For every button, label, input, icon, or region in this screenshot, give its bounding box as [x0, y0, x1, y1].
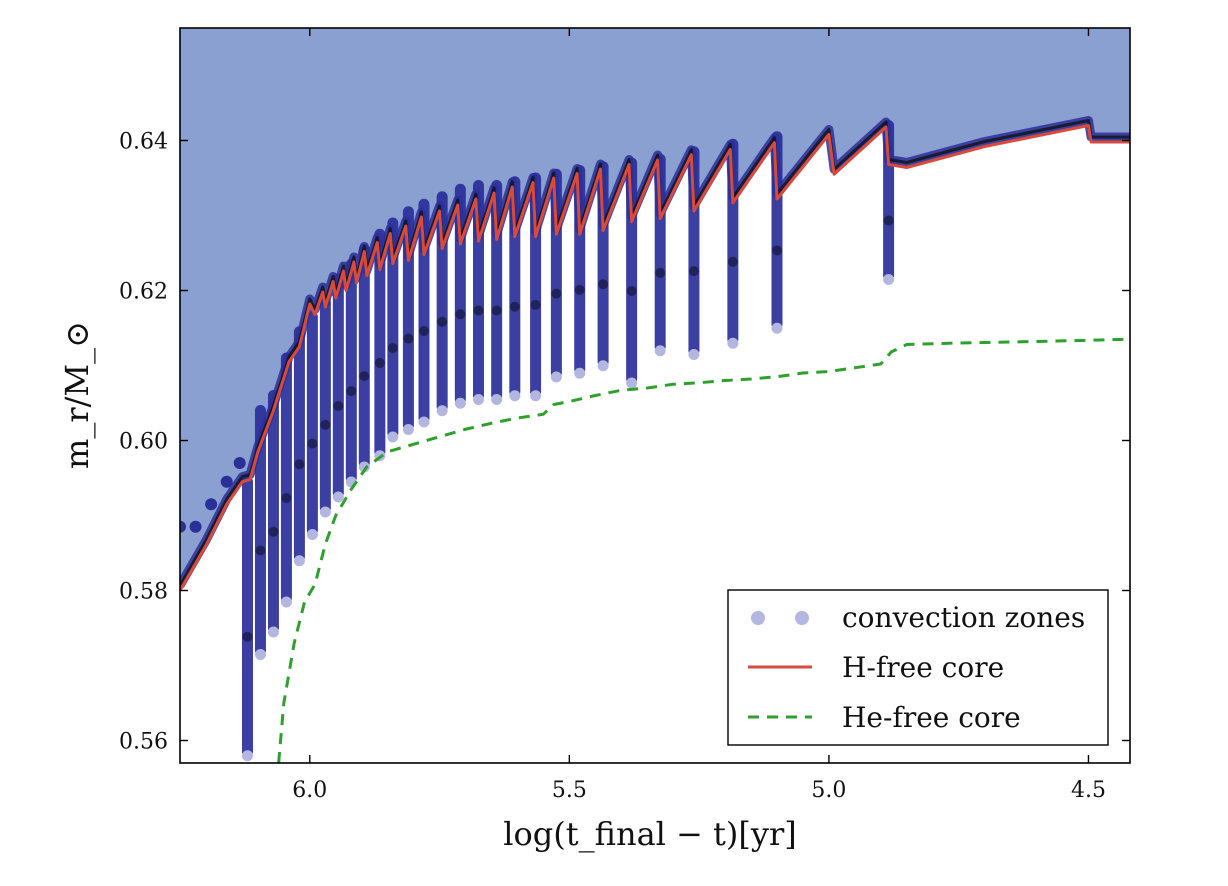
plot-frame [179, 27, 1131, 764]
convection-early-point-1 [189, 520, 202, 533]
envelope-area [180, 28, 1130, 591]
y-tick-label-3: 0.62 [119, 280, 168, 305]
convection-point-low-23 [626, 377, 638, 389]
convection-point-low-27 [771, 322, 783, 334]
convection-point-dark-20 [551, 288, 562, 299]
convection-point-dark-13 [418, 326, 429, 337]
convection-point-low-22 [597, 360, 609, 372]
convection-point-low-17 [491, 394, 503, 405]
convection-boundary-edge [180, 119, 1130, 587]
convection-point-low-21 [574, 367, 586, 379]
ticks-layer: 6.0 5.5 5.0 4.5 0.56 0.58 0.60 0.62 0.64 [119, 28, 1130, 803]
convection-point-dark-12 [403, 333, 414, 344]
convection-point-low-6 [319, 506, 331, 518]
convection-point-dark-4 [294, 459, 305, 470]
x-tick-label-0: 6.0 [292, 778, 327, 803]
convection-point-dark-7 [333, 401, 344, 412]
y-tick-label-1: 0.58 [119, 580, 168, 605]
convection-early-point-2 [205, 498, 218, 511]
convection-point-low-13 [418, 416, 430, 428]
legend-label-he-free: He-free core [842, 701, 1021, 734]
convection-point-dark-19 [530, 299, 541, 310]
legend-marker-convection-1 [751, 611, 765, 625]
he-free-core-line [277, 337, 1130, 763]
convection-point-low-3 [280, 596, 292, 608]
legend-marker-convection-2 [795, 611, 809, 625]
x-tick-label-1: 5.5 [552, 778, 587, 803]
convection-point-low-24 [654, 345, 666, 357]
convection-point-low-9 [358, 461, 370, 473]
convection-point-dark-1 [255, 545, 266, 556]
convection-point-low-4 [293, 555, 305, 567]
convection-point-low-12 [402, 424, 414, 435]
convection-point-dark-17 [491, 305, 502, 316]
convection-point-dark-25 [688, 266, 699, 277]
convection-point-low-14 [436, 405, 448, 417]
convection-point-low-11 [387, 431, 399, 443]
convection-point-dark-2 [268, 526, 279, 537]
legend: convection zones H-free core He-free cor… [727, 589, 1109, 746]
convection-point-dark-24 [655, 268, 666, 278]
convection-early-point-0 [180, 520, 186, 533]
x-tick-label-3: 4.5 [1071, 778, 1106, 803]
y-axis-title: m_r/M_⊙ [58, 321, 96, 469]
convection-point-dark-14 [437, 316, 448, 327]
convection-point-dark-10 [374, 358, 385, 368]
x-axis-title: log(t_final − t)[yr] [503, 815, 796, 853]
convection-point-low-1 [254, 649, 266, 660]
convection-point-low-26 [727, 337, 739, 349]
convection-point-dark-6 [320, 419, 331, 430]
convection-point-dark-18 [509, 301, 520, 312]
convection-point-dark-27 [771, 245, 782, 256]
convection-point-dark-9 [359, 371, 370, 382]
convection-point-dark-15 [455, 309, 466, 320]
convection-point-low-16 [472, 394, 484, 405]
convection-point-dark-11 [387, 343, 398, 353]
convection-point-low-5 [306, 529, 318, 540]
convection-point-dark-23 [626, 286, 637, 296]
convection-point-low-28 [883, 274, 895, 285]
convection-point-dark-3 [281, 493, 292, 503]
y-tick-label-4: 0.64 [119, 130, 168, 155]
legend-label-h-free: H-free core [842, 651, 1004, 684]
convection-point-dark-8 [346, 386, 357, 397]
h-free-core-line [180, 124, 1130, 592]
convection-point-low-25 [688, 349, 700, 360]
y-tick-label-2: 0.60 [119, 430, 168, 455]
convection-point-dark-22 [598, 279, 609, 290]
lines-layer [180, 124, 1130, 763]
convection-point-low-15 [454, 397, 466, 409]
convection-point-dark-0 [242, 631, 253, 642]
convection-point-low-19 [530, 390, 542, 402]
x-tick-label-2: 5.0 [811, 778, 846, 803]
convection-early-point-4 [233, 457, 246, 469]
convection-point-dark-28 [883, 215, 894, 226]
convection-point-low-20 [550, 371, 562, 383]
convection-early-point-3 [220, 475, 233, 488]
y-tick-label-0: 0.56 [119, 730, 168, 755]
legend-label-convection: convection zones [842, 601, 1085, 634]
convection-point-dark-21 [574, 284, 585, 295]
convection-point-dark-16 [473, 305, 484, 316]
convection-point-low-2 [267, 626, 279, 638]
convection-point-low-7 [332, 491, 344, 503]
convection-point-low-0 [241, 750, 253, 762]
convection-point-low-18 [509, 390, 521, 402]
convection-point-dark-26 [727, 256, 738, 267]
convection-point-dark-5 [307, 438, 318, 449]
